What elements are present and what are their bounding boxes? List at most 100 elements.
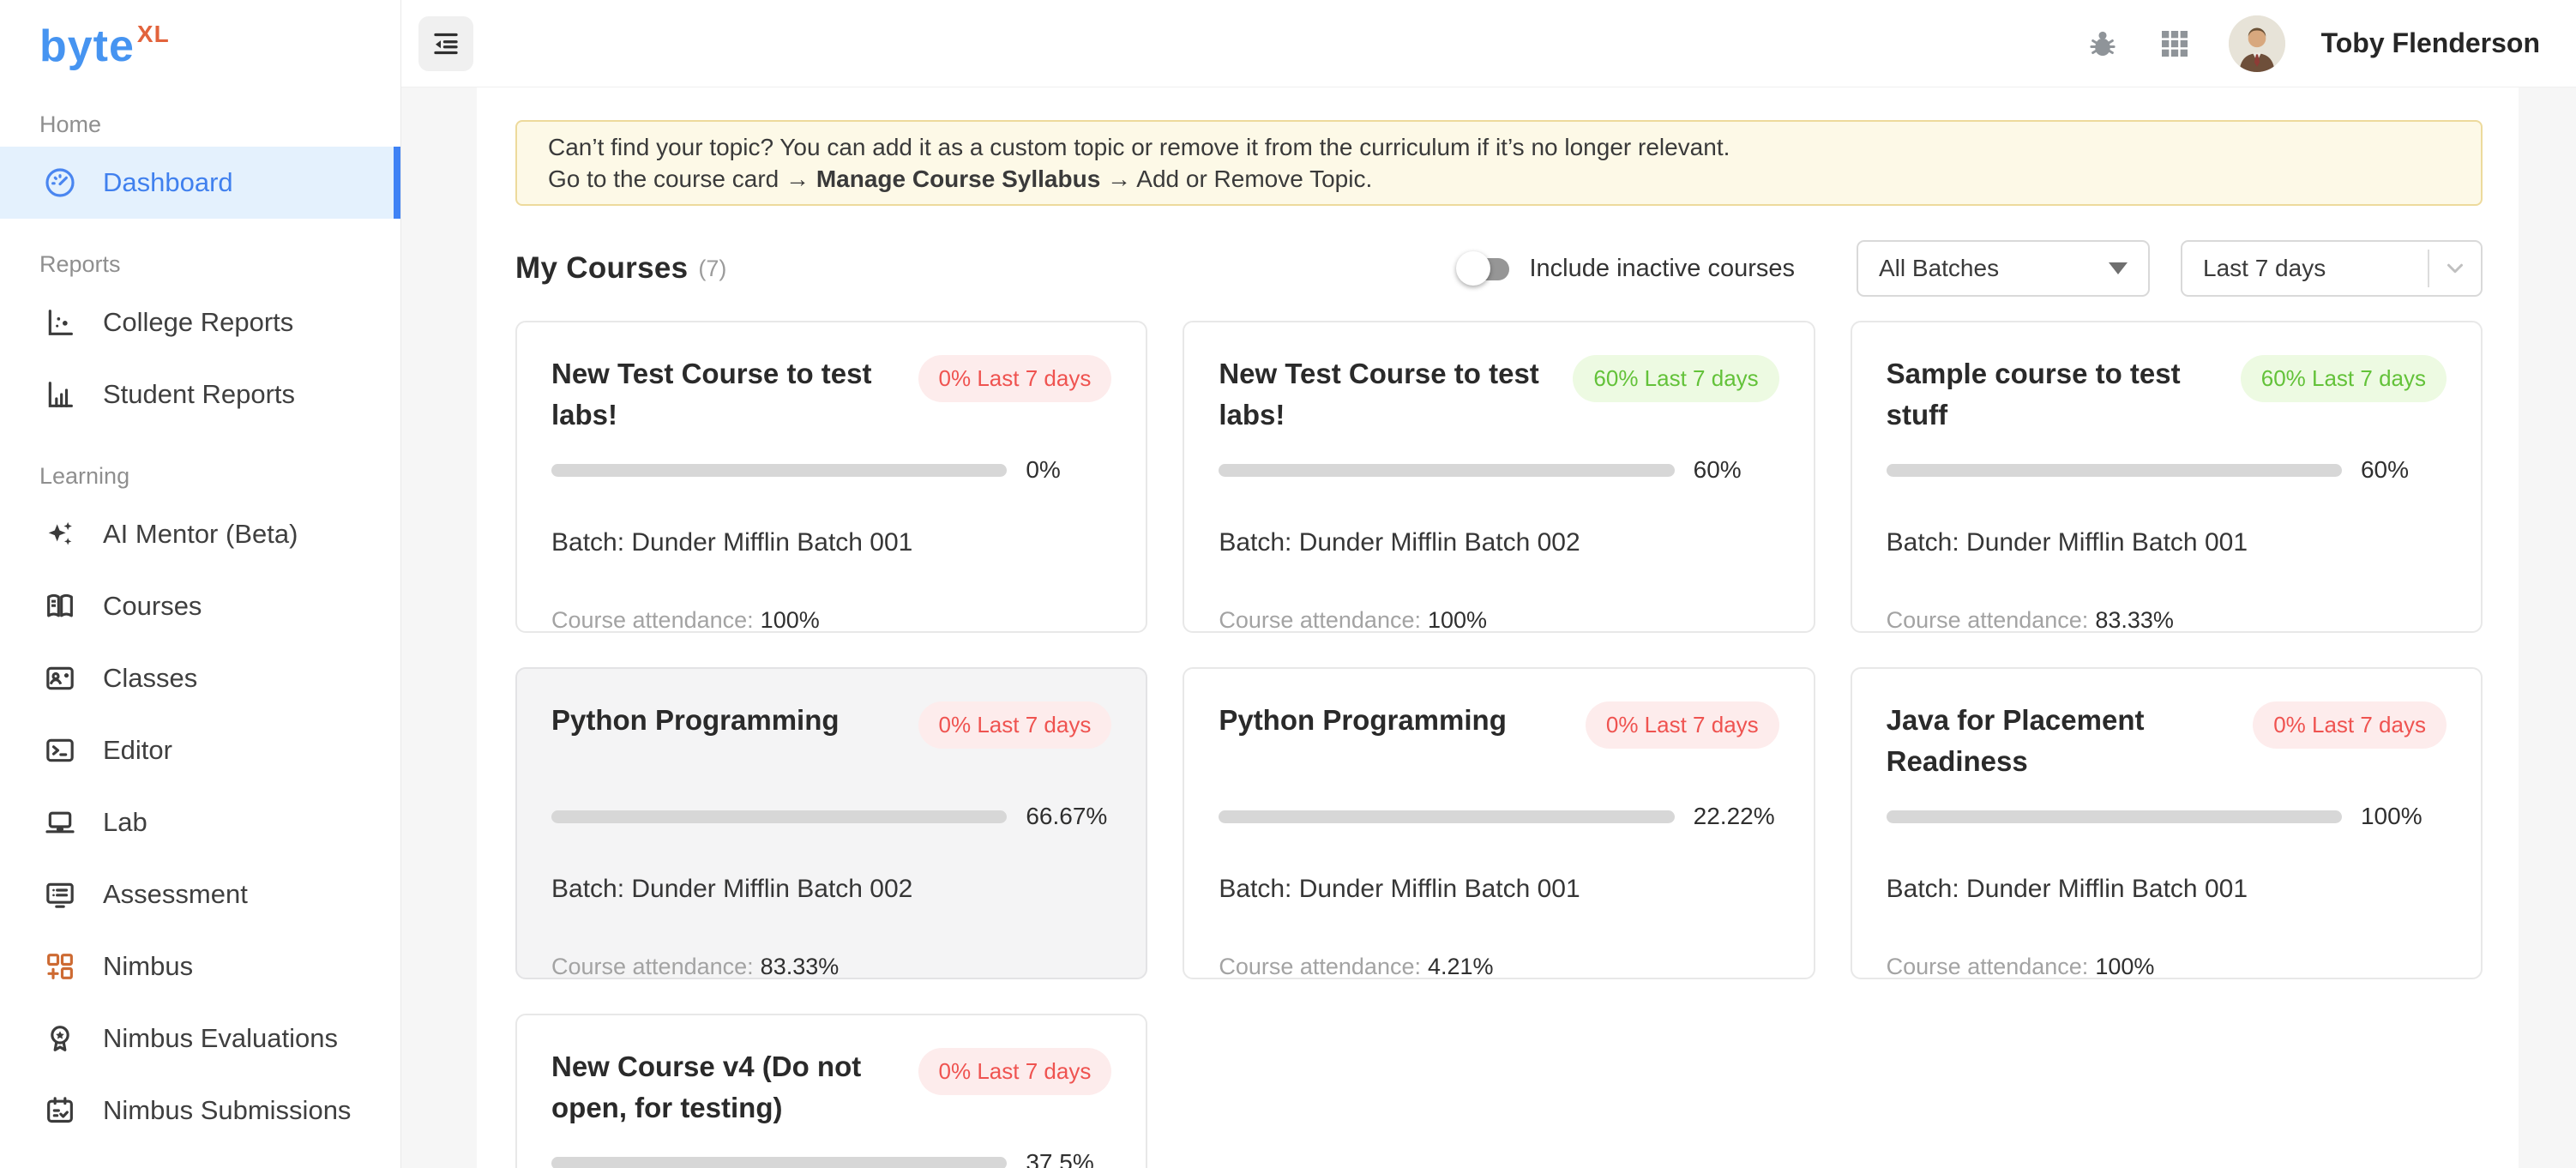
course-card[interactable]: New Test Course to test labs! 0% Last 7 … xyxy=(515,321,1148,633)
right-column: Toby Flenderson Can’t find your topic? Y… xyxy=(401,0,2576,1168)
sidebar-item-label: Nimbus Submissions xyxy=(103,1095,352,1125)
main-area: Can’t find your topic? You can add it as… xyxy=(401,87,2576,1168)
course-card[interactable]: Python Programming 0% Last 7 days 66.67%… xyxy=(515,667,1148,979)
sidebar-item-nimbus-evaluations[interactable]: Nimbus Evaluations xyxy=(0,1002,400,1075)
progress-bar: 22.22% xyxy=(1219,803,1779,830)
sidebar-item-nimbus[interactable]: Nimbus xyxy=(0,930,400,1002)
sidebar-item-courses[interactable]: Courses xyxy=(0,570,400,642)
arrow-glyph: → xyxy=(1107,166,1132,192)
progress-value: 60% xyxy=(1693,456,1742,483)
sidebar-item-nimbus-submissions[interactable]: Nimbus Submissions xyxy=(0,1075,400,1147)
user-avatar[interactable] xyxy=(2228,15,2285,72)
batch-info: Batch: Dunder Mifflin Batch 001 xyxy=(1886,528,2248,557)
logo-suffix: XL xyxy=(136,21,170,47)
dashboard-panel: Can’t find your topic? You can add it as… xyxy=(477,87,2519,1168)
sidebar-item-classes[interactable]: Classes xyxy=(0,642,400,714)
toggle-knob xyxy=(1455,251,1490,286)
progress-bar: 0% xyxy=(551,456,1111,484)
course-card[interactable]: New Course v4 (Do not open, for testing)… xyxy=(515,1014,1148,1168)
attendance-info: Course attendance: 100% xyxy=(1219,607,1488,633)
terminal-icon xyxy=(43,733,77,768)
activity-badge: 0% Last 7 days xyxy=(918,1048,1112,1095)
progress-bar: 60% xyxy=(1886,456,2447,484)
date-range-select[interactable]: Last 7 days xyxy=(2181,240,2483,297)
progress-bar: 60% xyxy=(1219,456,1779,484)
progress-value: 66.67% xyxy=(1026,803,1108,829)
course-card[interactable]: New Test Course to test labs! 60% Last 7… xyxy=(1183,321,1815,633)
course-card[interactable]: Sample course to test stuff 60% Last 7 d… xyxy=(1850,321,2483,633)
sidebar-item-label: Classes xyxy=(103,663,198,693)
chevron-down-icon xyxy=(2429,256,2481,281)
batch-filter-select[interactable]: All Batches xyxy=(1857,240,2150,297)
dashboard-gauge-icon xyxy=(43,166,77,200)
top-bar-right: Toby Flenderson xyxy=(2085,15,2540,72)
sidebar-section-learning: Learning xyxy=(39,463,130,489)
sidebar-item-ai-mentor[interactable]: AI Mentor (Beta) xyxy=(0,498,400,570)
sidebar-item-label: College Reports xyxy=(103,307,294,337)
activity-badge: 60% Last 7 days xyxy=(2240,355,2447,402)
attendance-info: Course attendance: 4.21% xyxy=(1219,954,1494,979)
caret-down-icon xyxy=(2109,262,2128,274)
progress-bar: 66.67% xyxy=(551,803,1111,830)
sidebar-item-college-reports[interactable]: College Reports xyxy=(0,286,400,358)
sidebar-item-label: Assessment xyxy=(103,879,248,909)
sidebar-item-assessment[interactable]: Assessment xyxy=(0,858,400,930)
courses-controls: Include inactive courses All Batches Las… xyxy=(1455,240,2483,297)
apps-grid-icon[interactable] xyxy=(2157,26,2193,62)
batch-info: Batch: Dunder Mifflin Batch 001 xyxy=(551,528,913,557)
course-card[interactable]: Java for Placement Readiness 0% Last 7 d… xyxy=(1850,667,2483,979)
bar-chart-icon xyxy=(43,377,77,412)
batch-info: Batch: Dunder Mifflin Batch 002 xyxy=(1219,528,1580,557)
course-cards-grid: New Test Course to test labs! 0% Last 7 … xyxy=(515,321,2483,1168)
progress-value: 60% xyxy=(2360,456,2410,483)
sidebar: byte XL Home Dashboard Reports College R… xyxy=(0,0,401,1168)
activity-badge: 0% Last 7 days xyxy=(918,701,1112,749)
laptop-icon xyxy=(43,805,77,840)
banner-bold-text: Manage Course Syllabus xyxy=(816,166,1101,192)
class-photo-icon xyxy=(43,661,77,695)
sidebar-item-lab[interactable]: Lab xyxy=(0,786,400,858)
progress-bar: 37.5% xyxy=(551,1149,1111,1168)
course-title: Java for Placement Readiness xyxy=(1886,704,2145,777)
courses-header: My Courses (7) Include inactive courses … xyxy=(515,240,2483,297)
sidebar-item-label: Nimbus xyxy=(103,951,194,981)
sidebar-section-reports: Reports xyxy=(39,251,121,277)
sidebar-item-label: Lab xyxy=(103,807,147,837)
attendance-info: Course attendance: 100% xyxy=(1886,954,2155,979)
attendance-info: Course attendance: 83.33% xyxy=(1886,607,2174,633)
activity-badge: 0% Last 7 days xyxy=(2253,701,2447,749)
sidebar-collapse-button[interactable] xyxy=(418,15,473,71)
activity-badge: 60% Last 7 days xyxy=(1573,355,1779,402)
course-title: New Test Course to test labs! xyxy=(1219,358,1539,430)
bytexl-logo[interactable]: byte XL xyxy=(0,0,400,86)
attendance-info: Course attendance: 83.33% xyxy=(551,954,840,979)
bug-report-icon[interactable] xyxy=(2085,26,2121,62)
scatter-chart-icon xyxy=(43,305,77,340)
course-title: New Course v4 (Do not open, for testing) xyxy=(551,1051,862,1123)
batch-info: Batch: Dunder Mifflin Batch 002 xyxy=(551,875,913,903)
progress-value: 37.5% xyxy=(1026,1149,1094,1168)
user-name[interactable]: Toby Flenderson xyxy=(2320,27,2540,58)
sidebar-item-label: Courses xyxy=(103,591,202,621)
nimbus-grid-icon xyxy=(43,949,77,984)
progress-value: 22.22% xyxy=(1693,803,1775,829)
sidebar-item-label: Dashboard xyxy=(103,167,233,197)
activity-badge: 0% Last 7 days xyxy=(1585,701,1779,749)
sidebar-item-student-reports[interactable]: Student Reports xyxy=(0,358,400,430)
sidebar-item-label: Student Reports xyxy=(103,379,296,409)
course-card[interactable]: Python Programming 0% Last 7 days 22.22%… xyxy=(1183,667,1815,979)
banner-line2: Go to the course card → Manage Course Sy… xyxy=(548,166,1373,192)
include-inactive-toggle[interactable] xyxy=(1455,251,1518,286)
attendance-info: Course attendance: 100% xyxy=(551,607,820,633)
assessment-screen-icon xyxy=(43,877,77,912)
sidebar-item-editor[interactable]: Editor xyxy=(0,714,400,786)
course-title: Python Programming xyxy=(551,704,840,736)
sidebar-item-dashboard[interactable]: Dashboard xyxy=(0,147,400,219)
sidebar-item-label: Editor xyxy=(103,735,172,765)
courses-count: (7) xyxy=(698,255,727,281)
select-divider xyxy=(2428,250,2429,287)
course-title: Python Programming xyxy=(1219,704,1507,736)
batch-info: Batch: Dunder Mifflin Batch 001 xyxy=(1886,875,2248,903)
sidebar-item-label: AI Mentor (Beta) xyxy=(103,519,298,549)
